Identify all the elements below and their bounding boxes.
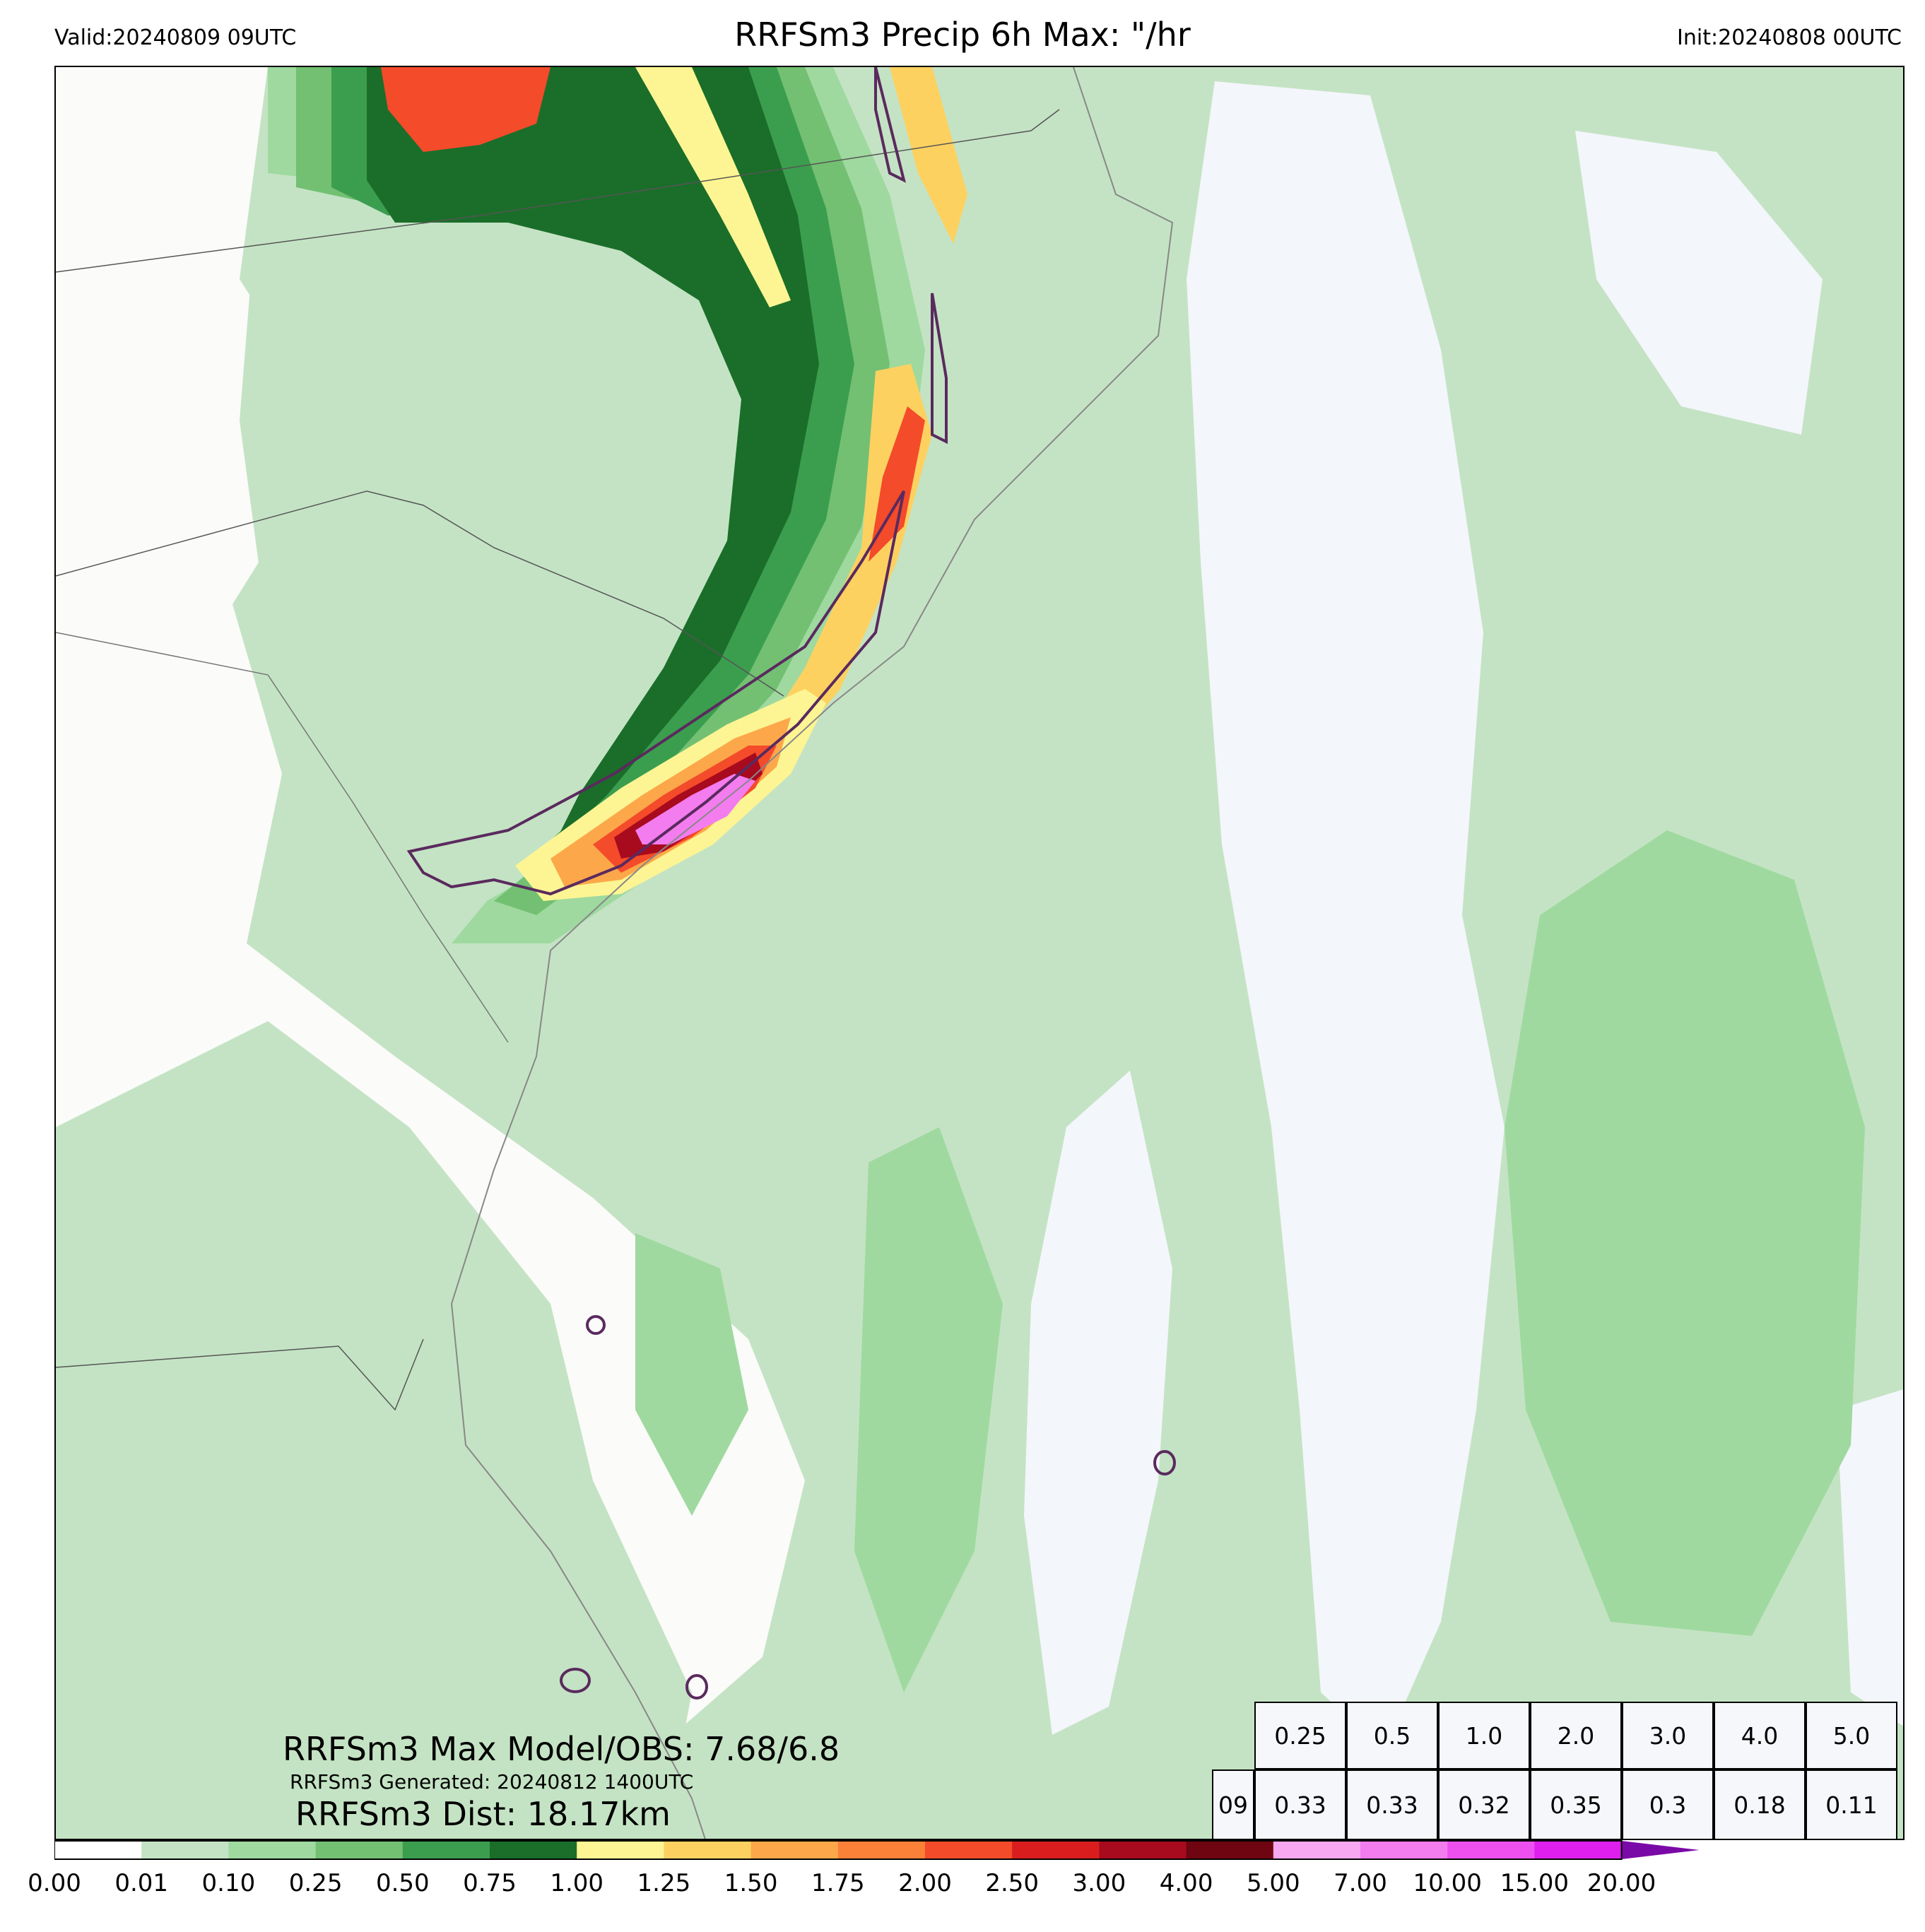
state-border-3 [56,1338,424,1411]
moderate-precip-southeast [1505,830,1865,1636]
colorbar-segment-6 [577,1841,664,1859]
stats-row-label: 09 [1212,1769,1254,1840]
moderate-precip-south [854,1127,1003,1692]
colorbar-tick-8: 1.50 [724,1869,778,1897]
colorbar-segment-8 [750,1841,839,1859]
dry-patch-center [1024,1071,1172,1735]
stats-value-0: 0.33 [1254,1769,1346,1840]
colorbar-tick-2: 0.10 [201,1869,256,1897]
colorbar-tick-1: 0.01 [114,1869,169,1897]
valid-time-label: Valid:20240809 09UTC [54,25,297,50]
stats-threshold-1: 0.5 [1346,1702,1438,1769]
colorbar-segment-14 [1273,1841,1361,1859]
state-border-4 [56,632,509,1043]
colorbar-tick-7: 1.25 [637,1869,691,1897]
colorbar-segment-3 [315,1841,404,1859]
obs-contour-small-4 [685,1674,709,1700]
max-model-obs-label: RRFSm3 Max Model/OBS: 7.68/6.8 [283,1730,840,1768]
colorbar-tick-18: 20.00 [1586,1869,1656,1897]
colorbar-segment-13 [1186,1841,1274,1859]
colorbar-tick-9: 1.75 [811,1869,865,1897]
init-time-label: Init:20240808 00UTC [1677,25,1902,50]
coastline [450,67,1174,1839]
colorbar-segment-4 [402,1841,490,1859]
stats-threshold-5: 4.0 [1714,1702,1806,1769]
stats-threshold-4: 3.0 [1622,1702,1714,1769]
stats-threshold-0: 0.25 [1254,1702,1346,1769]
colorbar-tick-0: 0.00 [28,1869,81,1897]
colorbar [54,1840,1700,1860]
heavy-band-north-core [381,67,551,152]
colorbar-segment-16 [1447,1841,1535,1859]
colorbar-segment-0 [54,1841,142,1859]
obs-contour-small-3 [560,1668,591,1693]
stats-value-5: 0.18 [1714,1769,1806,1840]
colorbar-segment-11 [1012,1841,1100,1859]
obs-contours [406,67,1177,1700]
dist-label: RRFSm3 Dist: 18.17km [295,1795,671,1833]
colorbar-segment-15 [1360,1841,1448,1859]
colorbar-segment-12 [1099,1841,1187,1859]
colorbar-tick-10: 2.00 [898,1869,952,1897]
stats-value-6: 0.11 [1806,1769,1897,1840]
precip-map [54,66,1905,1840]
colorbar-tick-15: 7.00 [1334,1869,1387,1897]
colorbar-segment-2 [228,1841,317,1859]
colorbar-tick-4: 0.50 [375,1869,430,1897]
stats-value-3: 0.35 [1530,1769,1622,1840]
stats-value-1: 0.33 [1346,1769,1438,1840]
colorbar-extend-arrow [1621,1841,1700,1859]
dry-patch-east [1187,81,1505,1749]
colorbar-tick-17: 15.00 [1500,1869,1570,1897]
state-border-1 [56,109,1060,273]
spiral-band-0.75 [367,67,819,852]
obs-contour-band [931,293,948,444]
stats-value-4: 0.3 [1622,1769,1714,1840]
light-precip-west [56,1113,339,1339]
stats-value-2: 0.32 [1438,1769,1530,1840]
heavy-band-north [635,67,791,307]
stats-threshold-6: 5.0 [1806,1702,1897,1769]
stats-threshold-3: 2.0 [1530,1702,1622,1769]
colorbar-tick-14: 5.00 [1246,1869,1300,1897]
obs-contour-small-1 [586,1315,606,1335]
colorbar-segment-17 [1534,1841,1623,1859]
map-title: RRFSm3 Precip 6h Max: "/hr [734,16,1191,54]
obs-contour-core [406,490,905,896]
heavy-band-north-2 [890,67,967,244]
dry-patch-se-corner [1837,1389,1903,1726]
obs-contour-north [874,67,906,183]
stats-table: 0.25 0.5 1.0 2.0 3.0 4.0 5.0 09 0.33 0.33 0.32 0.35… [1212,1702,1905,1840]
colorbar-segment-7 [664,1841,752,1859]
colorbar-segment-1 [141,1841,229,1859]
colorbar-segment-9 [837,1841,926,1859]
precip-field [56,67,1903,1839]
moderate-precip-south-2 [635,1233,748,1516]
colorbar-tick-11: 2.50 [985,1869,1040,1897]
colorbar-segment-5 [490,1841,577,1859]
colorbar-tick-16: 10.00 [1413,1869,1482,1897]
colorbar-tick-12: 3.00 [1072,1869,1126,1897]
state-border-2 [56,490,784,697]
dry-patch-northeast [1575,131,1823,435]
heavy-band-central-core [869,406,925,562]
colorbar-tick-3: 0.25 [288,1869,343,1897]
heavy-band-central [741,364,932,774]
colorbar-tick-5: 0.75 [463,1869,517,1897]
obs-contour-small-2 [1153,1450,1177,1475]
colorbar-outline [54,1840,1623,1860]
colorbar-tick-6: 1.00 [550,1869,604,1897]
colorbar-tick-13: 4.00 [1159,1869,1213,1897]
stats-threshold-2: 1.0 [1438,1702,1530,1769]
colorbar-segment-10 [925,1841,1013,1859]
generated-label: RRFSm3 Generated: 20240812 1400UTC [290,1770,694,1793]
